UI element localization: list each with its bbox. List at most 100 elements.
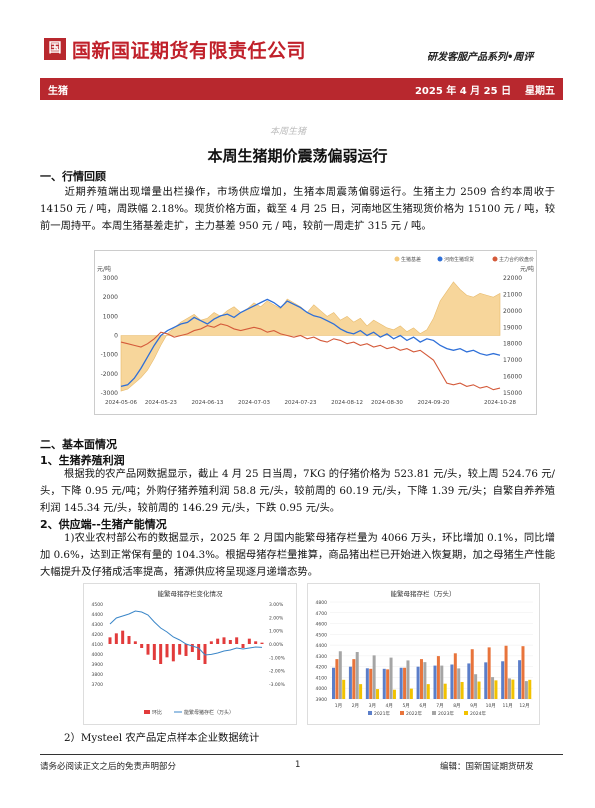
x-tick-label: 2024-08-30 [371, 400, 403, 406]
subheading-profit: 1、生猪养殖利润 [40, 454, 125, 467]
chart2-legend-label: 2021年 [374, 710, 390, 717]
chart1-bar [108, 637, 112, 644]
chart1-right-tick: 1.00% [269, 629, 284, 635]
chart1-right-tick: 2.00% [269, 615, 284, 621]
x-tick-label: 2024-10-28 [484, 400, 516, 406]
chart2-month-label: 10月 [486, 703, 496, 709]
chart2-bar [419, 659, 423, 699]
chart1-line [109, 610, 263, 656]
chart2-bar [409, 688, 413, 699]
chart2-bar [467, 663, 471, 699]
page-number: 1 [295, 760, 301, 770]
profit-paragraph: 根据我的农产品网数据显示，截止 4 月 25 日当周，7KG 的仔猪价格为 52… [40, 466, 555, 517]
chart1-bar [203, 644, 207, 664]
chart2-bar [507, 678, 511, 699]
x-tick-label: 2024-05-06 [105, 400, 137, 406]
left-tick-label: 1000 [103, 313, 118, 320]
chart1-bar [146, 644, 150, 655]
sow-change-chart: 能繁母猪存栏变化情况 4500 4400 4300 4200 4100 4000 3900 38… [83, 583, 297, 725]
chart1-bar [121, 630, 125, 644]
chart1-bar [152, 644, 156, 660]
left-tick-label: -3000 [101, 390, 119, 397]
chart2-bar [369, 668, 373, 699]
banner-date: 2025 年 4 月 25 日 星期五 [414, 86, 555, 97]
left-tick-label: 3000 [103, 275, 118, 282]
chart1-legend-label: 环比 [152, 709, 162, 716]
chart2-bar [460, 681, 464, 699]
right-axis-unit: 元/吨 [520, 265, 534, 273]
chart2-month-label: 5月 [402, 703, 409, 709]
chart1-bar [171, 644, 175, 662]
chart1-left-tick: 3900 [92, 662, 104, 668]
left-axis-unit: 元/吨 [97, 265, 111, 273]
footer-divider [40, 754, 563, 755]
section-heading-market-review: 一、行情回顾 [40, 170, 106, 183]
chart2-month-label: 2月 [352, 703, 359, 709]
chart2-bar [450, 664, 454, 699]
market-review-text: 近期养殖端出现增量出栏操作，市场供应增加，生猪本周震荡偏弱运行。生猪主力 250… [40, 186, 555, 232]
chart2-bar [521, 646, 525, 699]
market-review-paragraph: 近期养殖端出现增量出栏操作，市场供应增加，生猪本周震荡偏弱运行。生猪主力 250… [40, 184, 555, 235]
chart1-left-tick: 4400 [92, 612, 104, 618]
left-tick-label: -2000 [101, 371, 119, 378]
chart2-bar [528, 679, 532, 699]
chart2-bar [355, 652, 359, 699]
chart2-bar [332, 667, 335, 699]
chart2-bar [423, 662, 427, 699]
footer-disclaimer: 请务必阅读正文之后的免责声明部分 [40, 762, 177, 772]
chart1-right-tick: -2.00% [269, 669, 286, 675]
chart2-left-tick: 4100 [316, 675, 328, 681]
chart2-bar [453, 653, 457, 699]
basis-chart: 生猪基差 河南生猪现货 主力合约收盘价 元/吨 元/吨 3000 2000 1000 0 -100… [94, 250, 537, 415]
mysteel-text: 2）Mysteel 农产品定点样本企业数据统计 [64, 732, 260, 744]
chart2-legend-marker [432, 711, 436, 715]
chart1-bar [235, 637, 239, 644]
chart1-bar [184, 644, 188, 656]
chart1-left-tick: 4500 [92, 602, 104, 608]
legend-label: 河南生猪现货 [444, 256, 474, 263]
chart2-bar [376, 689, 380, 699]
supply-text: 1)农业农村部公布的数据显示，2025 年 2 月国内能繁母猪存栏量为 4066… [40, 532, 555, 578]
right-tick-label: 21000 [503, 291, 522, 298]
legend-label: 主力合约收盘价 [499, 256, 534, 263]
spot-price-line [120, 298, 501, 388]
chart2-bar [491, 677, 495, 699]
chart1-bar [159, 644, 163, 664]
right-tick-label: 16000 [503, 374, 522, 381]
sow-change-chart-svg: 能繁母猪存栏变化情况 4500 4400 4300 4200 4100 4000 3900 38… [92, 589, 286, 716]
chart1-bar [165, 644, 169, 658]
chart2-bar [338, 651, 342, 699]
mysteel-paragraph: 2）Mysteel 农产品定点样本企业数据统计 [40, 730, 555, 747]
chart2-month-label: 6月 [419, 703, 426, 709]
chart1-left-tick: 4100 [92, 642, 104, 648]
chart2-bar [484, 662, 488, 699]
chart2-bar [382, 668, 386, 699]
chart2-bar [392, 689, 396, 699]
chart2-legend-marker [464, 711, 468, 715]
chart2-legend-marker [368, 711, 372, 715]
chart2-bar [359, 684, 363, 699]
supply-paragraph: 1)农业农村部公布的数据显示，2025 年 2 月国内能繁母猪存栏量为 4066… [40, 530, 555, 581]
chart1-bar [216, 638, 220, 644]
chart2-bar [477, 681, 481, 699]
chart2-bar [504, 645, 508, 699]
chart1-right-tick: 0.00% [269, 642, 284, 648]
chart2-legend-label: 2023年 [438, 710, 454, 717]
chart1-bar [247, 638, 251, 644]
x-tick-label: 2024-06-13 [191, 400, 223, 406]
chart2-bar [386, 669, 390, 699]
chart2-left-tick: 4000 [316, 686, 328, 692]
chart2-legend-marker [400, 711, 404, 715]
chart1-left-tick: 3800 [92, 672, 104, 678]
chart1-bar [228, 640, 232, 644]
futures-price-line [120, 323, 501, 391]
chart2-bar [433, 665, 437, 699]
chart1-legend-label: 能繁母猪存栏（万头） [184, 709, 234, 716]
chart2-bar [335, 659, 339, 699]
chart2-left-tick: 4400 [316, 643, 328, 649]
company-logo: 国 [44, 38, 66, 60]
right-tick-label: 20000 [503, 308, 522, 315]
chart2-month-label: 9月 [470, 703, 477, 709]
chart2-left-tick: 4500 [316, 632, 328, 638]
chart1-bar [133, 641, 137, 644]
